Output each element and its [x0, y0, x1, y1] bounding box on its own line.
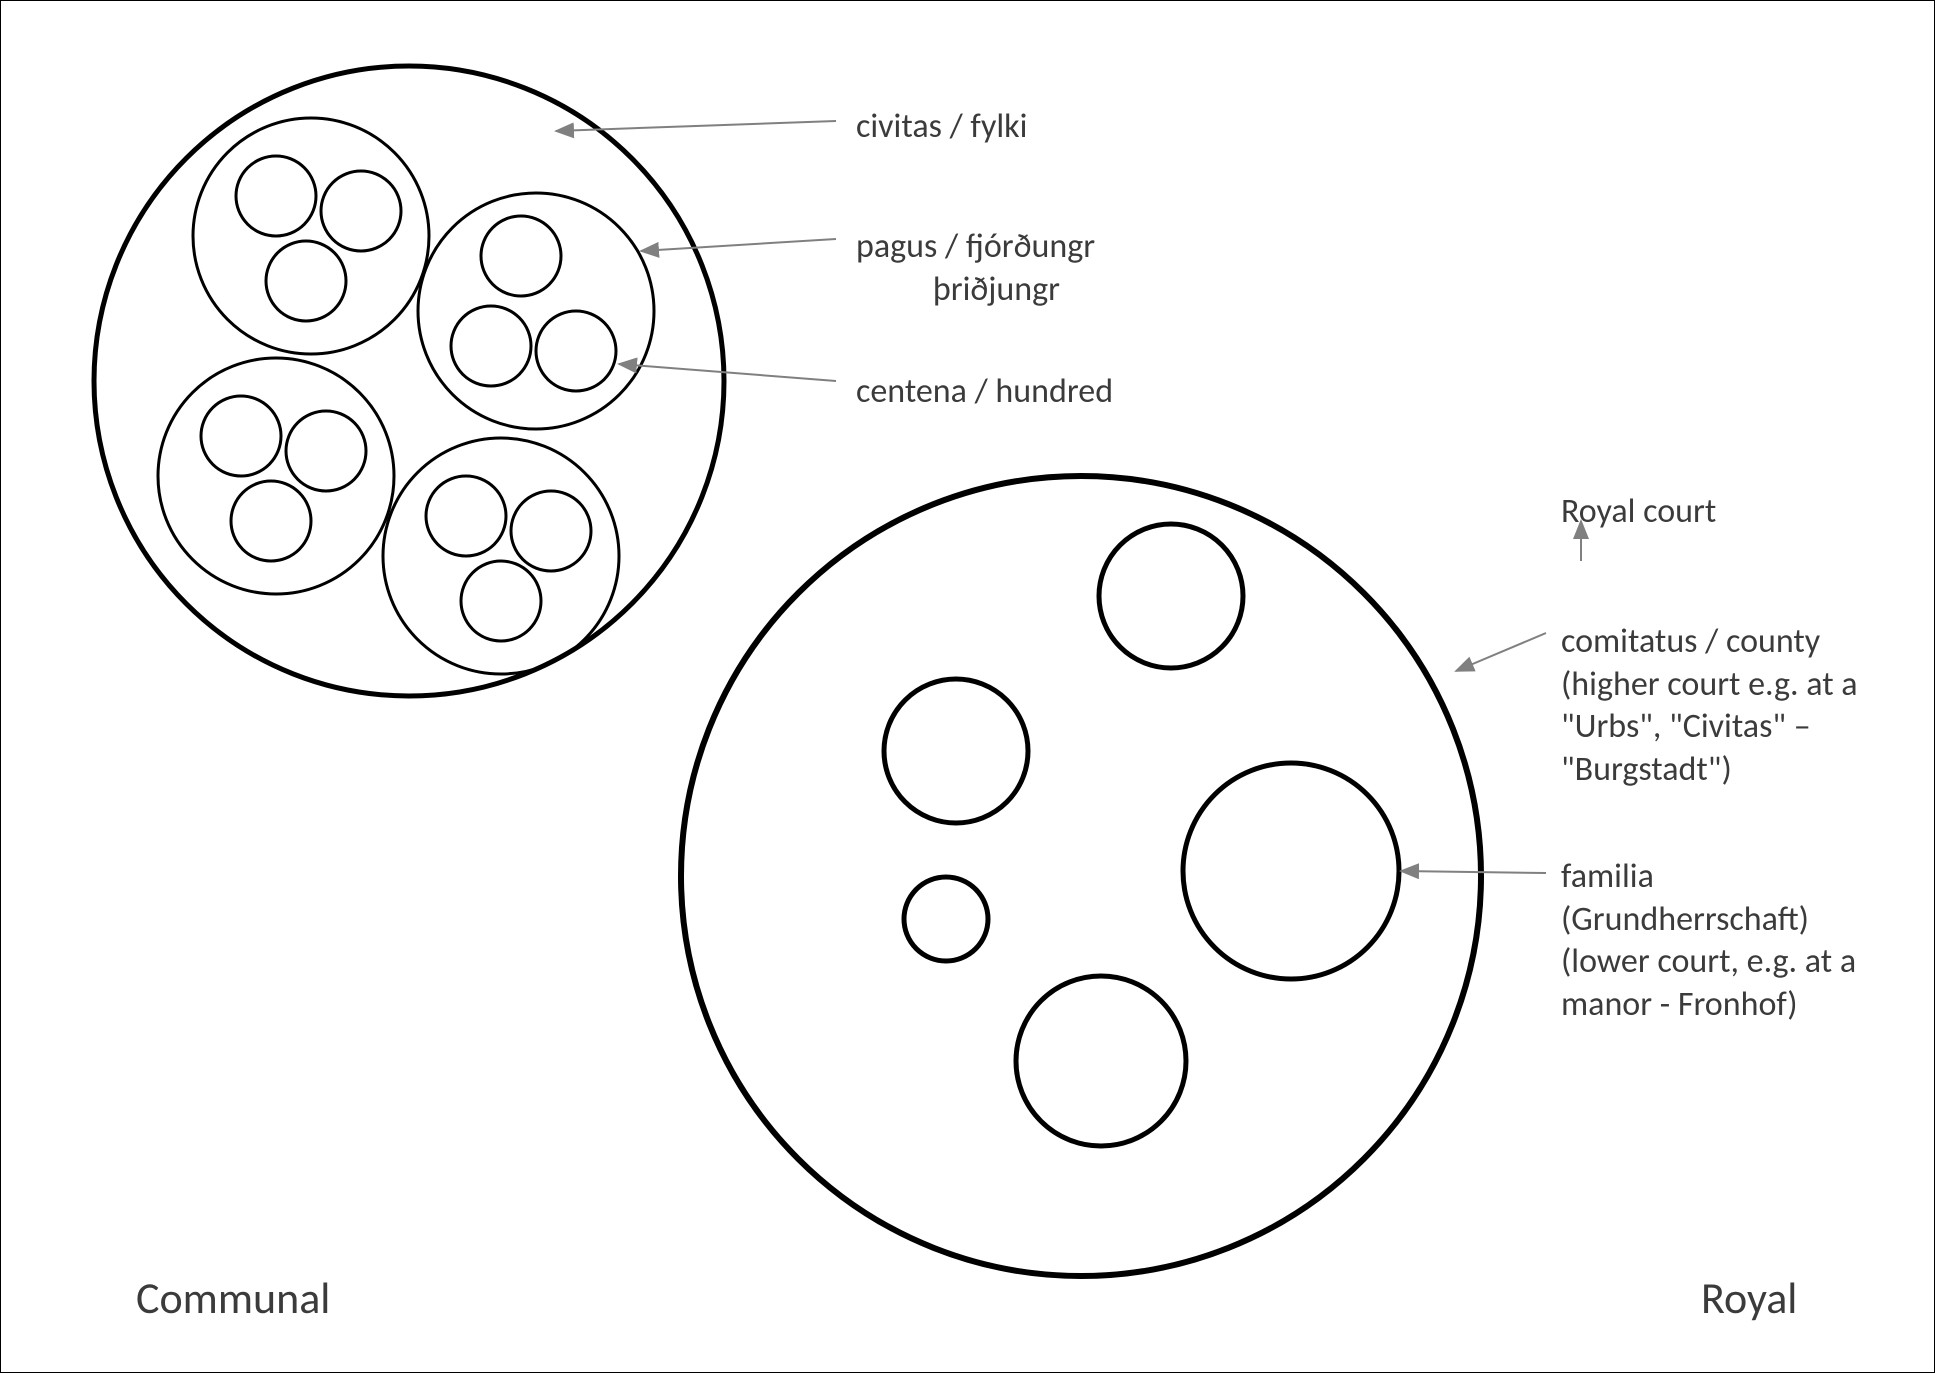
familia-2 — [904, 877, 988, 961]
label-familia: familia (Grundherrschaft) (lower court, … — [1561, 856, 1856, 1026]
centena-3-0 — [426, 476, 506, 556]
arrow-familia — [1401, 871, 1546, 873]
familia-3 — [1016, 976, 1186, 1146]
familia-4 — [1183, 763, 1399, 979]
pagus-1 — [418, 193, 654, 429]
arrow-pagus — [641, 239, 836, 251]
centena-1-0 — [481, 216, 561, 296]
label-civitas: civitas / fylki — [856, 106, 1027, 149]
arrow-centena — [619, 364, 836, 381]
royal-outer — [681, 476, 1481, 1276]
communal-group — [94, 66, 724, 696]
label-comitatus: comitatus / county (higher court e.g. at… — [1561, 621, 1858, 791]
familia-0 — [1099, 524, 1243, 668]
centena-2-1 — [286, 411, 366, 491]
label-pagus: pagus / fjórðungr þriðjungr — [856, 226, 1095, 311]
familia-1 — [884, 679, 1028, 823]
centena-2-0 — [201, 396, 281, 476]
title-communal: Communal — [136, 1271, 330, 1326]
centena-3-1 — [511, 491, 591, 571]
centena-1-2 — [536, 311, 616, 391]
centena-0-0 — [236, 156, 316, 236]
centena-3-2 — [461, 561, 541, 641]
title-royal: Royal — [1701, 1271, 1797, 1326]
diagram-frame: civitas / fylki pagus / fjórðungr þriðju… — [0, 0, 1935, 1373]
centena-0-2 — [266, 241, 346, 321]
centena-2-2 — [231, 481, 311, 561]
centena-0-1 — [321, 171, 401, 251]
arrow-comitatus — [1456, 633, 1546, 671]
centena-1-1 — [451, 306, 531, 386]
royal-group — [681, 476, 1481, 1276]
label-centena: centena / hundred — [856, 371, 1113, 414]
label-royalcourt: Royal court — [1561, 491, 1716, 534]
